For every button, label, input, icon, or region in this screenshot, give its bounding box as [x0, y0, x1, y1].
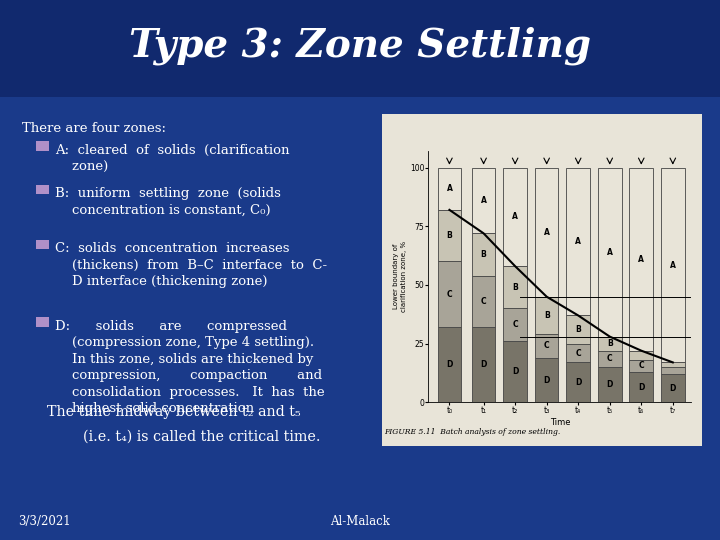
Text: C: C — [446, 290, 452, 299]
Bar — [503, 266, 527, 308]
Bar — [438, 327, 462, 402]
Bar — [629, 360, 653, 372]
Bar — [438, 210, 462, 261]
Bar — [567, 167, 590, 315]
X-axis label: Time: Time — [549, 418, 570, 427]
Bar — [598, 367, 621, 402]
Text: A:  cleared  of  solids  (clarification
    zone): A: cleared of solids (clarification zone… — [55, 144, 290, 174]
Y-axis label: Lower boundary of
clarification zone, %: Lower boundary of clarification zone, % — [393, 241, 407, 312]
Text: D: D — [544, 375, 550, 384]
Bar — [535, 296, 559, 334]
Text: A: A — [575, 237, 581, 246]
Text: A: A — [670, 260, 676, 269]
Bar — [503, 167, 527, 266]
Text: C: C — [544, 341, 549, 350]
Text: D: D — [638, 382, 644, 392]
Text: C: C — [575, 348, 581, 357]
Bar — [36, 185, 49, 194]
Text: A: A — [512, 212, 518, 221]
Bar — [438, 167, 462, 210]
Text: D: D — [606, 380, 613, 389]
Text: (i.e. t₄) is called the critical time.: (i.e. t₄) is called the critical time. — [47, 429, 320, 443]
Text: A: A — [446, 184, 452, 193]
Bar — [661, 167, 685, 362]
Bar — [503, 341, 527, 402]
Bar — [472, 275, 495, 327]
Text: A: A — [481, 196, 487, 205]
Bar — [472, 167, 495, 233]
Text: C: C — [481, 297, 487, 306]
Text: 3/3/2021: 3/3/2021 — [18, 515, 71, 528]
Text: D: D — [480, 360, 487, 369]
Bar — [503, 308, 527, 341]
Bar — [535, 357, 559, 402]
Text: The time midway between t₂ and t₅: The time midway between t₂ and t₅ — [47, 405, 300, 419]
Text: C: C — [513, 320, 518, 329]
Bar — [629, 350, 653, 360]
Bar — [567, 362, 590, 402]
Text: C: C — [639, 361, 644, 370]
Bar — [629, 372, 653, 402]
Text: D: D — [575, 378, 581, 387]
Text: B: B — [512, 283, 518, 292]
Text: C: C — [607, 354, 613, 363]
Bar — [598, 336, 621, 350]
Text: B: B — [575, 325, 581, 334]
Bar — [598, 167, 621, 336]
Bar — [36, 240, 49, 249]
Bar — [36, 141, 49, 151]
Text: B: B — [544, 311, 549, 320]
Bar — [472, 233, 495, 275]
Bar — [661, 367, 685, 374]
Bar — [535, 334, 559, 357]
Bar — [382, 114, 702, 446]
Bar — [598, 350, 621, 367]
Text: Type 3: Zone Settling: Type 3: Zone Settling — [129, 26, 591, 65]
Text: D: D — [512, 367, 518, 376]
Text: D:      solids      are      compressed
    (compression zone, Type 4 settling).: D: solids are compressed (compression zo… — [55, 320, 325, 415]
Text: B:  uniform  settling  zone  (solids
    concentration is constant, C₀): B: uniform settling zone (solids concent… — [55, 187, 282, 217]
Bar — [0, 0, 720, 97]
Text: B: B — [607, 339, 613, 348]
Text: B: B — [481, 250, 487, 259]
Text: A: A — [544, 228, 549, 237]
Bar — [661, 374, 685, 402]
Bar — [629, 167, 653, 350]
Bar — [567, 343, 590, 362]
Text: D: D — [446, 360, 453, 369]
Text: Al-Malack: Al-Malack — [330, 515, 390, 528]
Bar — [567, 315, 590, 343]
Text: A: A — [607, 248, 613, 256]
Bar — [36, 317, 49, 327]
Text: B: B — [446, 231, 452, 240]
Bar — [438, 261, 462, 327]
Bar — [472, 327, 495, 402]
Bar — [535, 167, 559, 296]
Text: C:  solids  concentration  increases
    (thickens)  from  B–C  interface  to  C: C: solids concentration increases (thick… — [55, 242, 328, 288]
Text: There are four zones:: There are four zones: — [22, 122, 166, 134]
Text: A: A — [639, 255, 644, 264]
Bar — [661, 362, 685, 367]
Text: FIGURE 5.11  Batch analysis of zone settling.: FIGURE 5.11 Batch analysis of zone settl… — [384, 428, 560, 436]
Text: D: D — [670, 384, 676, 393]
